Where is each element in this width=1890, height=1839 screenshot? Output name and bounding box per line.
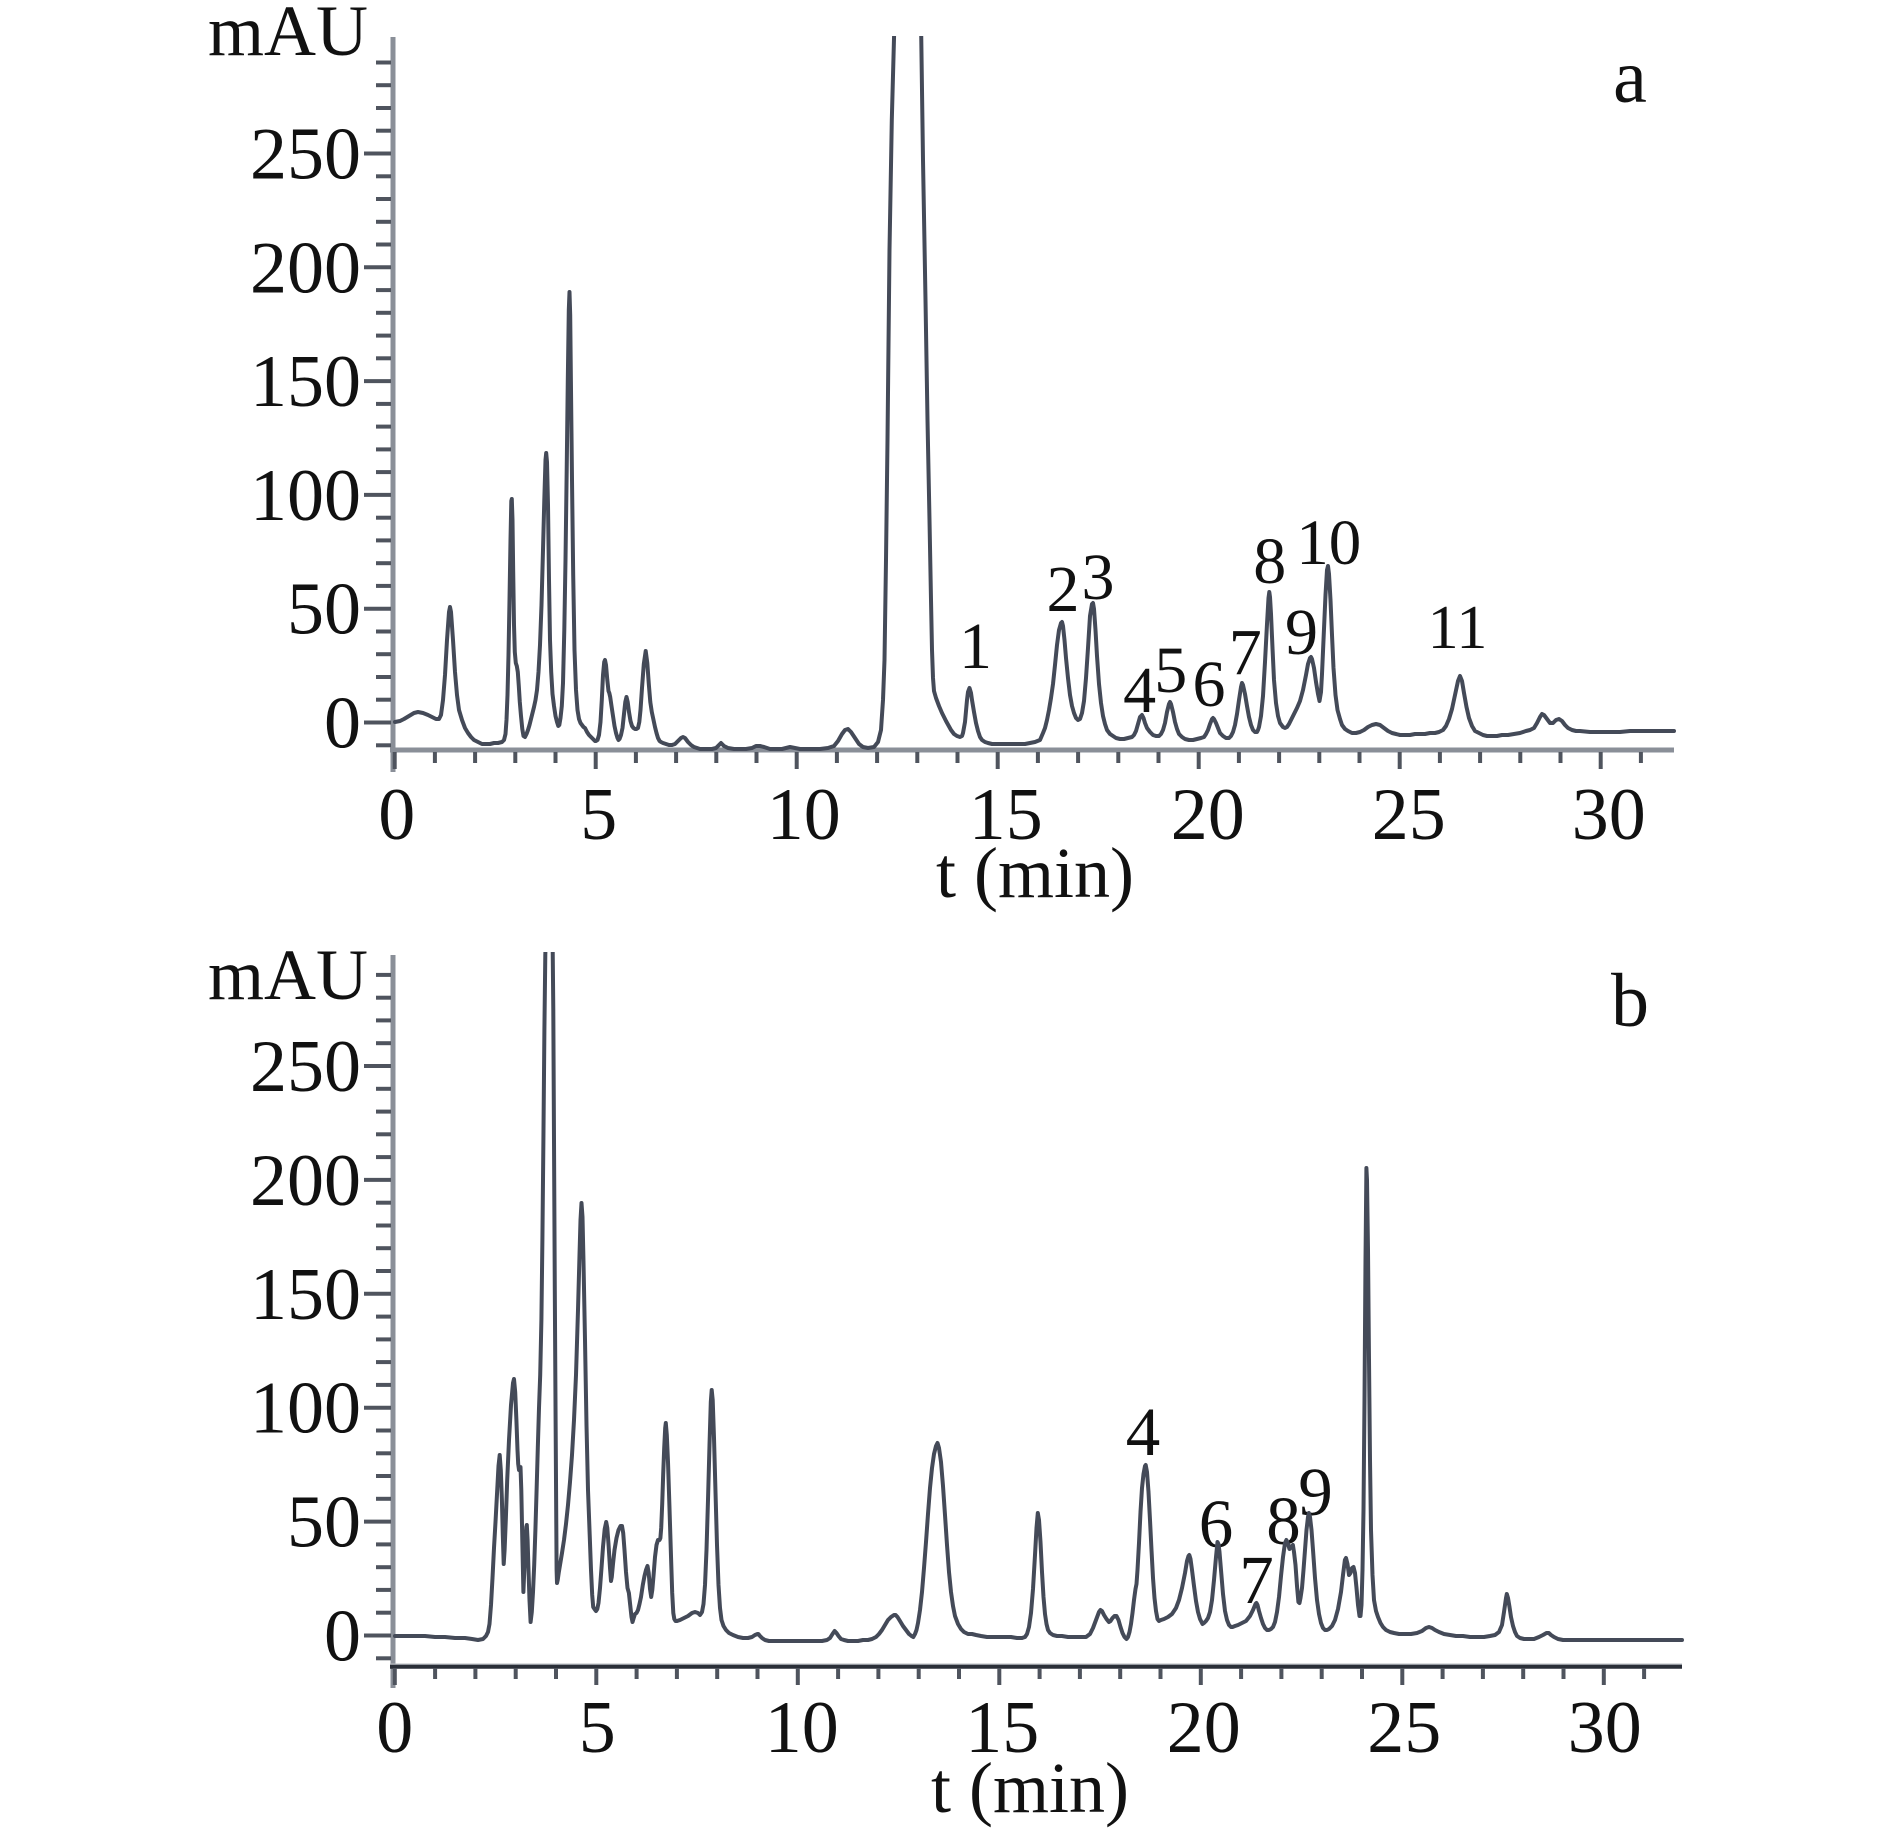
svg-text:6: 6 <box>1193 648 1226 721</box>
svg-text:20: 20 <box>1171 774 1245 856</box>
svg-text:a: a <box>1613 35 1647 119</box>
svg-text:250: 250 <box>250 114 361 196</box>
svg-text:30: 30 <box>1568 1687 1642 1769</box>
svg-text:b: b <box>1611 959 1649 1043</box>
svg-text:9: 9 <box>1298 1454 1333 1530</box>
svg-text:11: 11 <box>1428 594 1488 662</box>
svg-text:10: 10 <box>767 774 841 856</box>
svg-text:0: 0 <box>378 774 415 856</box>
svg-text:5: 5 <box>1154 634 1187 707</box>
svg-text:250: 250 <box>250 1026 361 1108</box>
svg-text:30: 30 <box>1572 774 1646 856</box>
svg-text:5: 5 <box>580 774 617 856</box>
svg-text:8: 8 <box>1253 525 1286 598</box>
svg-text:t (min): t (min) <box>936 833 1134 913</box>
svg-text:25: 25 <box>1367 1687 1441 1769</box>
svg-text:150: 150 <box>250 341 361 423</box>
svg-text:1: 1 <box>959 610 992 683</box>
svg-text:100: 100 <box>250 1368 361 1450</box>
svg-text:mAU: mAU <box>208 935 368 1015</box>
svg-text:0: 0 <box>324 683 361 765</box>
svg-text:20: 20 <box>1167 1687 1241 1769</box>
svg-text:0: 0 <box>324 1596 361 1678</box>
svg-text:15: 15 <box>969 774 1043 856</box>
svg-text:2: 2 <box>1047 553 1080 626</box>
svg-text:3: 3 <box>1082 541 1115 614</box>
svg-text:4: 4 <box>1126 1394 1161 1470</box>
svg-text:25: 25 <box>1372 774 1446 856</box>
svg-text:200: 200 <box>250 227 361 309</box>
svg-text:0: 0 <box>376 1687 413 1769</box>
svg-text:7: 7 <box>1229 616 1262 689</box>
svg-text:5: 5 <box>579 1687 616 1769</box>
svg-text:10: 10 <box>765 1687 839 1769</box>
svg-text:mAU: mAU <box>208 0 368 71</box>
svg-text:200: 200 <box>250 1140 361 1222</box>
svg-text:50: 50 <box>287 1482 361 1564</box>
svg-text:15: 15 <box>965 1687 1039 1769</box>
svg-text:t (min): t (min) <box>931 1748 1129 1828</box>
svg-text:50: 50 <box>287 569 361 651</box>
svg-text:100: 100 <box>250 455 361 537</box>
svg-text:150: 150 <box>250 1254 361 1336</box>
